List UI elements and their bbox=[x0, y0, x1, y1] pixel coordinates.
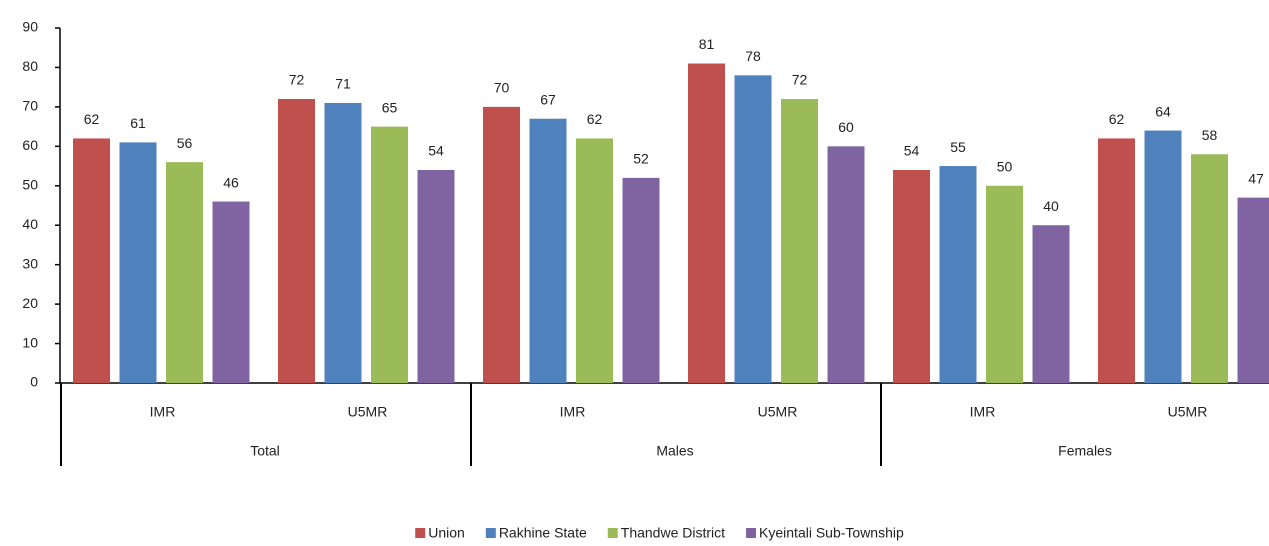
data-label: 62 bbox=[1109, 111, 1125, 127]
bar bbox=[781, 99, 818, 383]
data-label: 55 bbox=[950, 139, 966, 155]
bar bbox=[688, 63, 725, 383]
y-tick-label: 80 bbox=[22, 58, 38, 74]
data-label: 50 bbox=[997, 158, 1013, 174]
y-tick-label: 70 bbox=[22, 98, 38, 114]
data-label: 60 bbox=[838, 119, 854, 135]
bar bbox=[893, 170, 930, 383]
bar bbox=[1191, 154, 1228, 383]
bar bbox=[166, 162, 203, 383]
bar bbox=[1144, 130, 1182, 383]
bar bbox=[576, 138, 613, 383]
data-label: 64 bbox=[1155, 103, 1171, 119]
data-label: 65 bbox=[382, 99, 398, 115]
bar bbox=[324, 102, 362, 383]
bar bbox=[417, 170, 455, 383]
legend-label: Thandwe District bbox=[621, 525, 725, 541]
data-label: 58 bbox=[1202, 127, 1218, 143]
x-tick-label: IMR bbox=[150, 404, 176, 420]
bar bbox=[483, 106, 520, 383]
bar bbox=[119, 142, 157, 383]
y-tick-label: 90 bbox=[22, 19, 38, 35]
bar bbox=[827, 146, 865, 383]
y-tick-label: 30 bbox=[22, 255, 38, 271]
group-label: Females bbox=[1058, 443, 1112, 459]
bar bbox=[1032, 225, 1070, 383]
data-label: 62 bbox=[84, 111, 100, 127]
data-label: 61 bbox=[130, 115, 146, 131]
x-tick-label: IMR bbox=[970, 404, 996, 420]
data-label: 81 bbox=[699, 36, 715, 52]
bar bbox=[212, 201, 250, 383]
x-tick-label: U5MR bbox=[348, 404, 388, 420]
data-label: 62 bbox=[587, 111, 603, 127]
y-tick-label: 0 bbox=[30, 374, 38, 390]
y-tick-label: 40 bbox=[22, 216, 38, 232]
legend-label: Union bbox=[428, 525, 465, 541]
bar bbox=[1098, 138, 1135, 383]
legend-swatch bbox=[607, 528, 618, 538]
legend-label: Rakhine State bbox=[499, 525, 587, 541]
bar bbox=[73, 138, 110, 383]
y-tick-label: 10 bbox=[22, 334, 38, 350]
data-label: 46 bbox=[223, 174, 239, 190]
data-label: 56 bbox=[177, 135, 193, 151]
x-tick-label: U5MR bbox=[1168, 404, 1208, 420]
data-label: 54 bbox=[904, 143, 920, 159]
bar bbox=[371, 126, 408, 383]
y-tick-label: 60 bbox=[22, 137, 38, 153]
group-label: Total bbox=[250, 443, 280, 459]
group-label: Males bbox=[656, 443, 693, 459]
legend-label: Kyeintali Sub-Township bbox=[759, 525, 904, 541]
data-label: 72 bbox=[289, 72, 305, 88]
legend-swatch bbox=[415, 528, 426, 538]
data-label: 52 bbox=[633, 151, 649, 167]
bar bbox=[278, 99, 315, 383]
data-label: 54 bbox=[428, 143, 444, 159]
x-tick-label: IMR bbox=[560, 404, 586, 420]
data-label: 40 bbox=[1043, 198, 1059, 214]
y-tick-label: 50 bbox=[22, 176, 38, 192]
x-tick-label: U5MR bbox=[758, 404, 798, 420]
bar bbox=[986, 185, 1023, 383]
bar bbox=[1237, 197, 1269, 383]
bar bbox=[734, 75, 772, 383]
data-label: 78 bbox=[745, 48, 761, 64]
data-label: 70 bbox=[494, 80, 510, 96]
y-tick-label: 20 bbox=[22, 295, 38, 311]
data-label: 72 bbox=[792, 72, 808, 88]
legend-swatch bbox=[746, 528, 757, 538]
data-label: 47 bbox=[1248, 170, 1264, 186]
bar bbox=[622, 177, 660, 383]
bar bbox=[529, 118, 567, 383]
bar bbox=[939, 166, 977, 383]
legend-swatch bbox=[485, 528, 496, 538]
data-label: 67 bbox=[540, 91, 556, 107]
data-label: 71 bbox=[335, 76, 351, 92]
